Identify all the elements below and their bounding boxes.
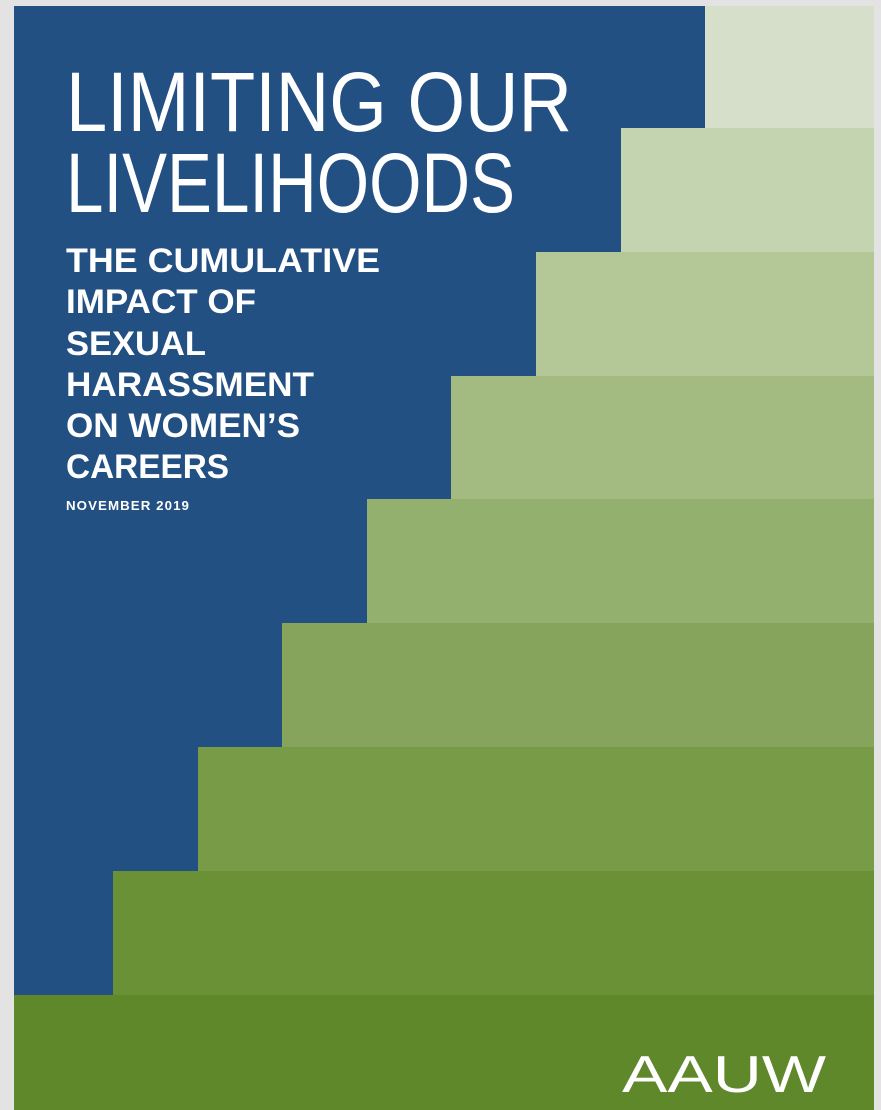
subtitle-line: IMPACT OF — [66, 283, 256, 321]
subtitle-line: SEXUAL — [66, 325, 206, 363]
subtitle-line: ON WOMEN’S — [66, 407, 300, 445]
title-line: LIMITING OUR — [66, 55, 572, 149]
step — [198, 747, 874, 872]
page: {"header": {"title": ["LIMITING OUR", "L… — [0, 0, 881, 1110]
step — [113, 871, 874, 996]
step — [705, 6, 874, 129]
logo: AAUW — [622, 1046, 826, 1104]
title-line: LIVELIHOODS — [66, 136, 515, 230]
subtitle-line: CAREERS — [66, 448, 229, 486]
step — [282, 623, 874, 748]
step — [536, 252, 874, 377]
cover: LIMITING OUR LIVELIHOODS THE CUMULATIVE … — [0, 0, 881, 1110]
step — [451, 376, 874, 500]
step — [367, 499, 874, 624]
date: NOVEMBER 2019 — [66, 499, 190, 513]
subtitle-line: THE CUMULATIVE — [66, 242, 380, 280]
step — [621, 128, 874, 253]
subtitle-line: HARASSMENT — [66, 366, 314, 404]
